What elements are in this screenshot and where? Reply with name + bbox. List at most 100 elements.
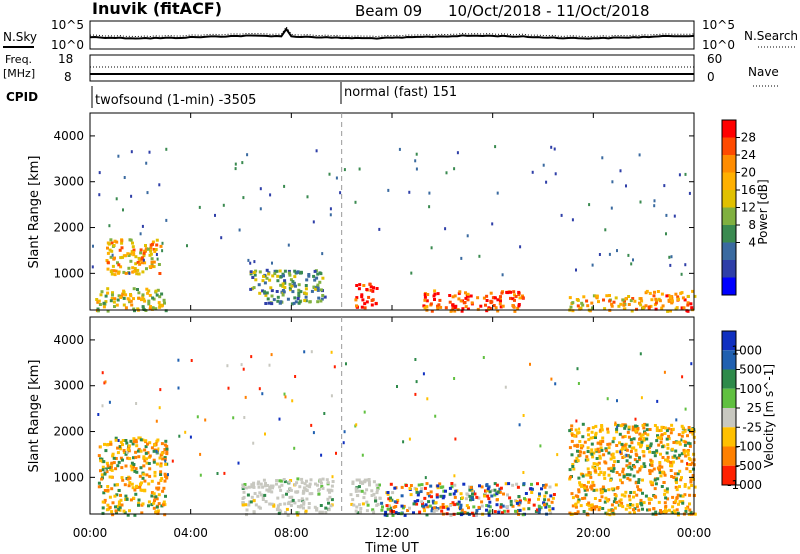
- echo-cell: [501, 304, 505, 308]
- echo-cell: [312, 285, 316, 289]
- echo-cell: [436, 292, 440, 296]
- echo-cell: [158, 272, 162, 275]
- echo-cell: [252, 441, 255, 445]
- echo-cell: [321, 276, 325, 280]
- echo-cell: [270, 502, 274, 506]
- echo-cell: [674, 292, 678, 296]
- echo-cell: [252, 510, 256, 514]
- echo-cell: [547, 498, 551, 502]
- echo-cell: [288, 495, 292, 499]
- echo-cell: [163, 301, 166, 305]
- echo-cell: [154, 495, 158, 499]
- echo-cell: [138, 259, 142, 263]
- echo-cell: [304, 292, 308, 296]
- echo-cell: [675, 508, 679, 512]
- echo-cell: [689, 480, 693, 484]
- echo-cell: [631, 297, 635, 300]
- echo-cell: [683, 484, 687, 488]
- echo-cell: [164, 309, 168, 313]
- echo-cell: [609, 466, 613, 470]
- echo-cell: [676, 493, 680, 497]
- echo-cell: [527, 507, 531, 511]
- echo-cell: [139, 438, 143, 442]
- echo-cell: [637, 441, 641, 445]
- echo-cell: [540, 487, 543, 491]
- echo-cell: [649, 442, 653, 446]
- echo-cell: [568, 296, 572, 300]
- echo-cell: [319, 299, 323, 303]
- echo-cell: [92, 244, 94, 248]
- echo-cell: [529, 362, 531, 366]
- echo-cell: [99, 293, 103, 297]
- echo-cell: [663, 184, 666, 188]
- echo-cell: [626, 503, 630, 507]
- echo-cell: [290, 495, 294, 499]
- echo-cell: [288, 282, 292, 286]
- echo-cell: [99, 445, 102, 449]
- echo-cell: [633, 299, 637, 303]
- echo-cell: [153, 470, 157, 474]
- echo-cell: [576, 443, 580, 447]
- echo-cell: [289, 288, 292, 292]
- echo-cell: [576, 298, 580, 302]
- echo-cell: [642, 462, 646, 466]
- echo-cell: [281, 293, 285, 297]
- echo-cell: [252, 483, 255, 487]
- echo-cell: [514, 509, 517, 513]
- echo-cell: [599, 439, 603, 443]
- echo-cell: [470, 496, 474, 500]
- echo-cell: [190, 359, 193, 362]
- echo-cell: [612, 500, 616, 504]
- echo-cell: [547, 504, 551, 508]
- echo-cell: [106, 291, 110, 295]
- echo-cell: [121, 458, 124, 462]
- echo-cell: [161, 457, 165, 461]
- echo-cell: [623, 494, 627, 498]
- echo-cell: [318, 280, 322, 284]
- echo-cell: [321, 294, 325, 297]
- echo-cell: [293, 269, 297, 273]
- echo-cell: [392, 510, 396, 513]
- echo-cell: [601, 507, 605, 510]
- echo-cell: [468, 488, 472, 492]
- echo-cell: [628, 444, 632, 448]
- echo-cell: [297, 291, 301, 295]
- echo-cell: [573, 444, 577, 448]
- echo-cell: [152, 265, 156, 269]
- echo-cell: [592, 436, 596, 439]
- echo-cell: [154, 510, 158, 514]
- echo-cell: [312, 274, 316, 278]
- echo-cell: [331, 475, 334, 479]
- echo-cell: [435, 495, 439, 499]
- echo-cell: [352, 503, 356, 507]
- echo-cell: [418, 510, 422, 514]
- echo-cell: [127, 298, 131, 302]
- echo-cell: [109, 440, 113, 444]
- echo-cell: [602, 298, 605, 302]
- echo-cell: [158, 303, 162, 307]
- echo-cell: [159, 453, 163, 457]
- echo-cell: [479, 304, 483, 308]
- echo-cell: [592, 462, 596, 466]
- echo-cell: [428, 494, 431, 498]
- echo-cell: [482, 356, 485, 359]
- echo-cell: [279, 275, 283, 279]
- echo-cell: [674, 478, 678, 482]
- echo-cell: [686, 450, 690, 454]
- nave-label: Nave: [748, 65, 779, 79]
- echo-cell: [658, 464, 662, 468]
- echo-cell: [522, 471, 525, 474]
- echo-cell: [626, 430, 630, 434]
- echo-cell: [302, 500, 306, 504]
- echo-cell: [609, 469, 613, 473]
- echo-cell: [155, 253, 158, 256]
- echo-cell: [309, 478, 313, 482]
- echo-cell: [142, 455, 146, 459]
- echo-cell: [271, 484, 275, 488]
- echo-cell: [119, 447, 123, 451]
- echo-cell: [153, 474, 157, 478]
- echo-cell: [266, 297, 270, 301]
- echo-cell: [436, 484, 440, 488]
- echo-cell: [253, 260, 256, 264]
- echo-cell: [120, 476, 124, 480]
